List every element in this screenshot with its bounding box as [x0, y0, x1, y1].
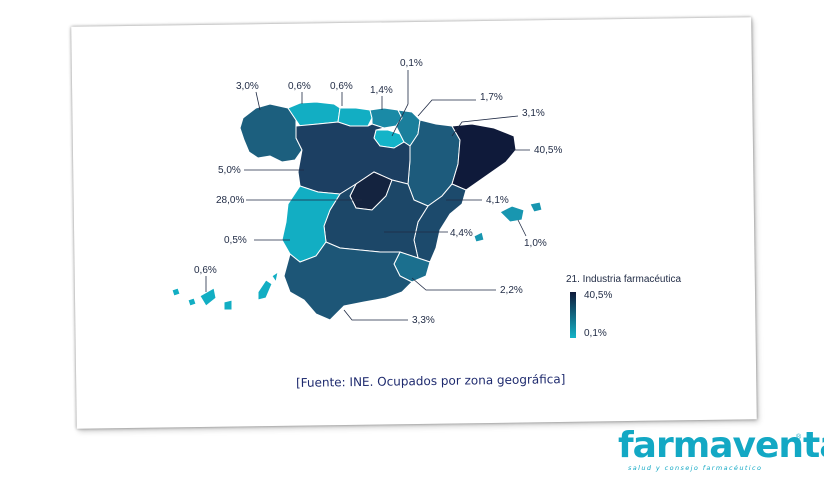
label-aragon: 3,1%: [522, 108, 545, 119]
region-andalucia: [283, 241, 413, 321]
label-asturias: 0,6%: [288, 81, 311, 92]
label-la-rioja: 0,1%: [400, 58, 423, 69]
leader-baleares: [517, 219, 527, 237]
label-madrid: 28,0%: [216, 195, 244, 206]
label-cataluna: 40,5%: [534, 145, 562, 156]
label-valenciana: 4,1%: [486, 195, 509, 206]
farmaventas-logo: farmaventas: [618, 425, 824, 466]
label-extremadura: 0,5%: [224, 235, 247, 246]
legend-max-label: 40,5%: [584, 290, 612, 301]
region-cataluna: [451, 123, 517, 191]
leader-navarra: [417, 99, 476, 117]
label-baleares: 1,0%: [524, 238, 547, 249]
registered-mark: ®: [796, 434, 802, 441]
leader-la-rioja: [391, 70, 409, 137]
leader-aragon: [451, 115, 519, 137]
leader-galicia: [255, 91, 261, 111]
leader-andalucia: [343, 309, 408, 321]
label-andalucia: 3,3%: [412, 315, 435, 326]
legend-min-label: 0,1%: [584, 328, 607, 339]
label-cantabria: 0,6%: [330, 81, 353, 92]
label-galicia: 3,0%: [236, 81, 259, 92]
label-pais-vasco: 1,4%: [370, 85, 393, 96]
label-castilla-y-leon: 5,0%: [218, 165, 241, 176]
label-castilla-la-mancha: 4,4%: [450, 228, 473, 239]
label-canarias: 0,6%: [194, 265, 217, 276]
farmaventas-tagline: salud y consejo farmacéutico: [628, 464, 763, 472]
region-galicia: [239, 103, 303, 163]
region-illes-balears: [473, 201, 543, 243]
region-canarias: [171, 270, 279, 311]
label-murcia: 2,2%: [500, 285, 523, 296]
label-navarra: 1,7%: [480, 92, 503, 103]
legend-color-ramp: [570, 292, 576, 338]
legend-title: 21. Industria farmacéutica: [566, 274, 681, 285]
leader-murcia: [411, 277, 496, 291]
